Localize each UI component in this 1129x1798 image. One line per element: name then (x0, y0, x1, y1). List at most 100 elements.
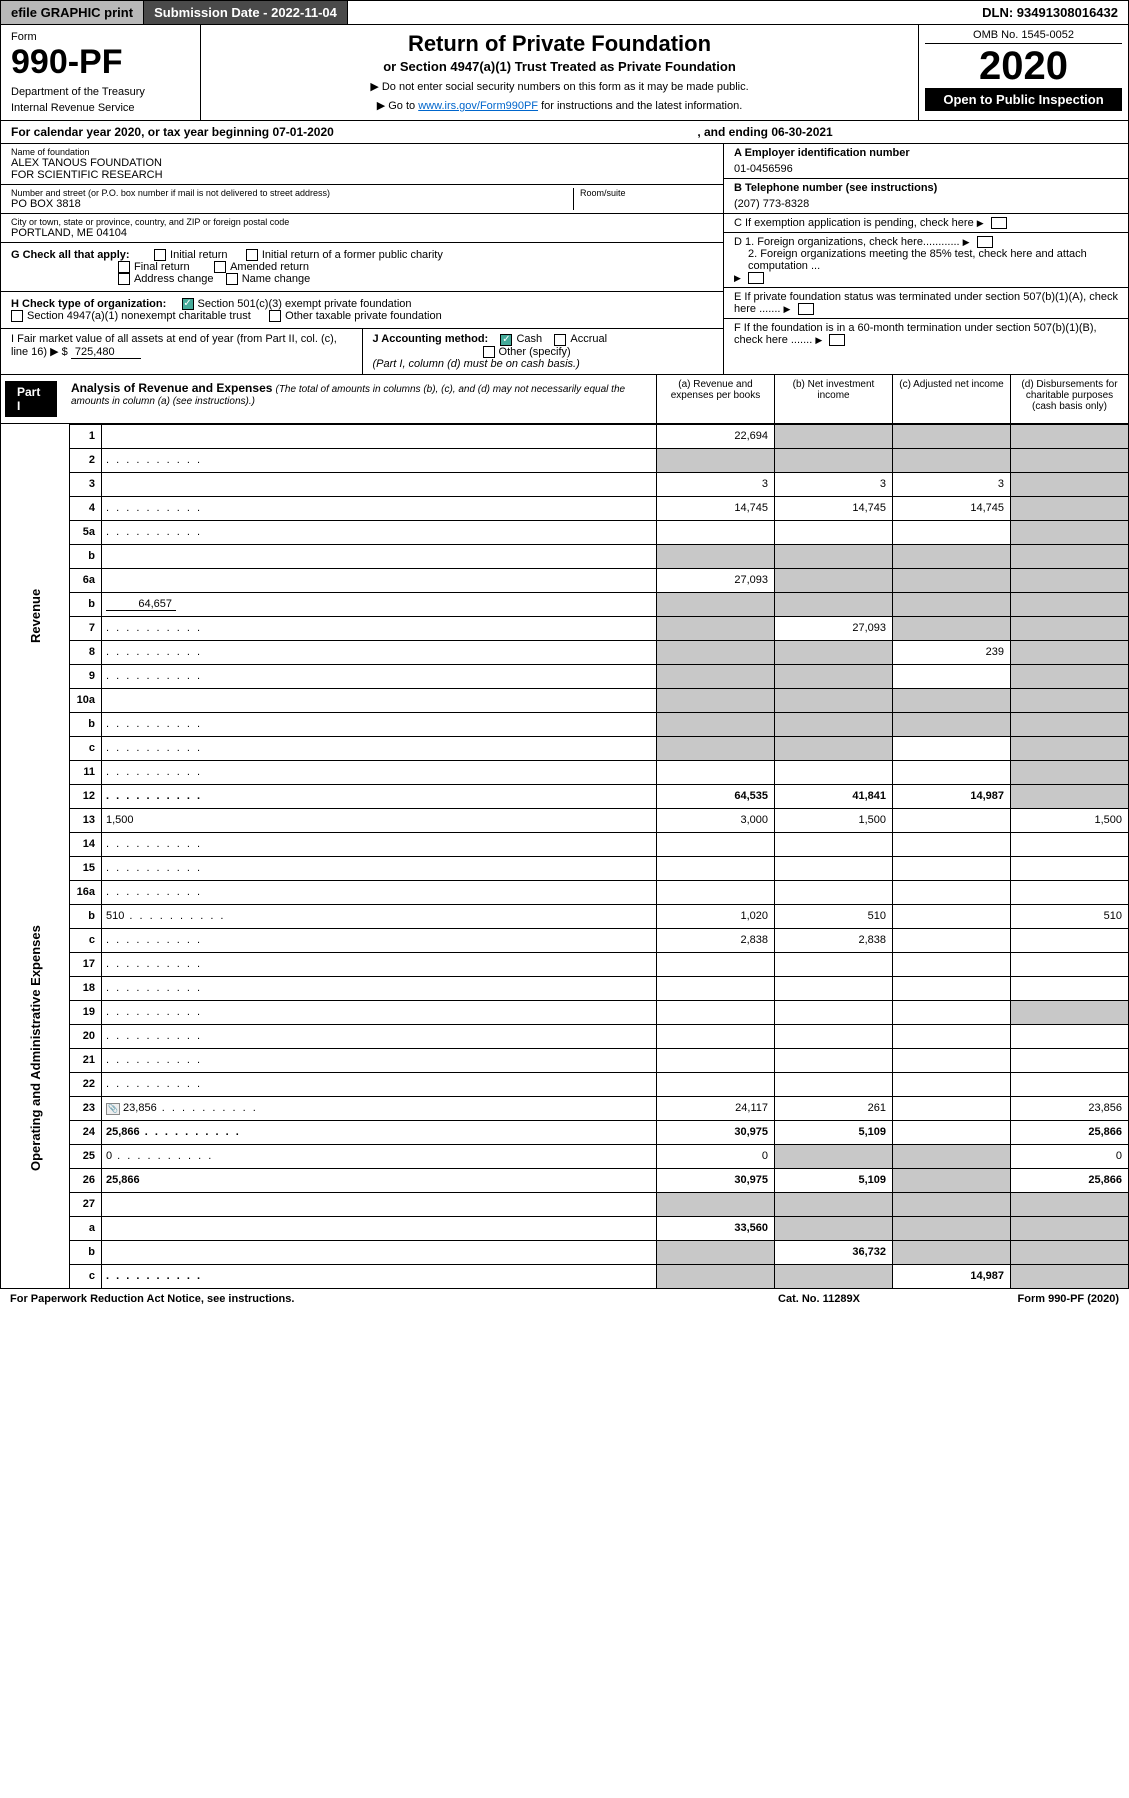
value-cell-c (893, 832, 1011, 856)
note-pre: ▶ Go to (377, 100, 418, 112)
cb-amended-return[interactable] (214, 261, 226, 273)
value-cell-c (893, 952, 1011, 976)
table-row: b36,732 (1, 1240, 1129, 1264)
line-number: b (70, 1240, 102, 1264)
ein-value: 01-0456596 (734, 163, 1118, 175)
cb-accrual[interactable] (554, 334, 566, 346)
value-cell-a (657, 976, 775, 1000)
value-cell-d (1011, 688, 1129, 712)
line-description (102, 496, 657, 520)
j-accrual: Accrual (570, 333, 607, 345)
line-description (102, 736, 657, 760)
value-cell-d (1011, 544, 1129, 568)
line-number: b (70, 592, 102, 616)
cb-other-method[interactable] (483, 346, 495, 358)
cb-name-change[interactable] (226, 273, 238, 285)
table-row: c2,8382,838 (1, 928, 1129, 952)
value-cell-d (1011, 784, 1129, 808)
line-number: 26 (70, 1168, 102, 1192)
line-description (102, 664, 657, 688)
open-to-public: Open to Public Inspection (925, 88, 1122, 111)
line-description (102, 712, 657, 736)
paperwork-notice: For Paperwork Reduction Act Notice, see … (10, 1293, 719, 1305)
cb-initial-former[interactable] (246, 249, 258, 261)
value-cell-b: 5,109 (775, 1168, 893, 1192)
form-subtitle: or Section 4947(a)(1) Trust Treated as P… (211, 59, 908, 74)
g-opt-1: Initial return of a former public charit… (262, 249, 443, 261)
note-post: for instructions and the latest informat… (538, 100, 742, 112)
cb-other-taxable[interactable] (269, 310, 281, 322)
value-cell-c (893, 592, 1011, 616)
irs-link[interactable]: www.irs.gov/Form990PF (418, 100, 538, 112)
value-cell-d (1011, 664, 1129, 688)
value-cell-a: 24,117 (657, 1096, 775, 1120)
table-row: 10a (1, 688, 1129, 712)
value-cell-c (893, 520, 1011, 544)
arrow-icon (734, 272, 741, 284)
line-number: 24 (70, 1120, 102, 1144)
value-cell-a (657, 1264, 775, 1288)
value-cell-d (1011, 568, 1129, 592)
value-cell-d (1011, 1216, 1129, 1240)
value-cell-c: 239 (893, 640, 1011, 664)
value-cell-c (893, 1168, 1011, 1192)
cb-e[interactable] (798, 303, 814, 315)
value-cell-c (893, 1120, 1011, 1144)
column-headers: (a) Revenue and expenses per books (b) N… (656, 375, 1128, 423)
line-number: 2 (70, 448, 102, 472)
line-description (102, 1000, 657, 1024)
ein-label: A Employer identification number (734, 147, 1118, 159)
city-label: City or town, state or province, country… (11, 217, 713, 227)
cb-501c3[interactable] (182, 298, 194, 310)
efile-print-button[interactable]: efile GRAPHIC print (1, 1, 144, 24)
value-cell-a (657, 616, 775, 640)
value-cell-a: 27,093 (657, 568, 775, 592)
value-cell-d (1011, 880, 1129, 904)
name-label: Name of foundation (11, 147, 713, 157)
col-b-header: (b) Net investment income (774, 375, 892, 423)
cb-initial-return[interactable] (154, 249, 166, 261)
cb-cash[interactable] (500, 334, 512, 346)
cb-address-change[interactable] (118, 273, 130, 285)
table-row: 19 (1, 1000, 1129, 1024)
line-number: 22 (70, 1072, 102, 1096)
value-cell-a (657, 832, 775, 856)
value-cell-c (893, 448, 1011, 472)
value-cell-a: 64,535 (657, 784, 775, 808)
table-row: 727,093 (1, 616, 1129, 640)
schedule-icon[interactable]: 📎 (106, 1103, 120, 1115)
table-row: 8239 (1, 640, 1129, 664)
j-cash: Cash (516, 333, 542, 345)
value-cell-c (893, 736, 1011, 760)
cell-name: Name of foundation ALEX TANOUS FOUNDATIO… (1, 144, 723, 185)
line-number: c (70, 736, 102, 760)
line-number: 12 (70, 784, 102, 808)
line-number: 17 (70, 952, 102, 976)
dln-label: DLN: 93491308016432 (972, 1, 1128, 24)
cb-c[interactable] (991, 217, 1007, 229)
value-cell-d: 1,500 (1011, 808, 1129, 832)
part1-title: Analysis of Revenue and Expenses (71, 381, 272, 395)
value-cell-d (1011, 736, 1129, 760)
h-opt-2: Section 4947(a)(1) nonexempt charitable … (27, 310, 251, 322)
value-cell-b (775, 1192, 893, 1216)
line-description (102, 520, 657, 544)
cb-final-return[interactable] (118, 261, 130, 273)
d1-label: D 1. Foreign organizations, check here..… (734, 236, 960, 248)
cb-4947[interactable] (11, 310, 23, 322)
col-c-header: (c) Adjusted net income (892, 375, 1010, 423)
cb-d2[interactable] (748, 272, 764, 284)
cell-address: Number and street (or P.O. box number if… (1, 185, 723, 214)
table-row: 17 (1, 952, 1129, 976)
table-row: 414,74514,74514,745 (1, 496, 1129, 520)
cb-d1[interactable] (977, 236, 993, 248)
cb-f[interactable] (829, 334, 845, 346)
table-row: Operating and Administrative Expenses131… (1, 808, 1129, 832)
table-row: b5101,020510510 (1, 904, 1129, 928)
line-number: a (70, 1216, 102, 1240)
table-row: Revenue122,694 (1, 424, 1129, 448)
value-cell-b (775, 688, 893, 712)
line-number: 6a (70, 568, 102, 592)
value-cell-b (775, 424, 893, 448)
i-value: 725,480 (71, 346, 141, 359)
